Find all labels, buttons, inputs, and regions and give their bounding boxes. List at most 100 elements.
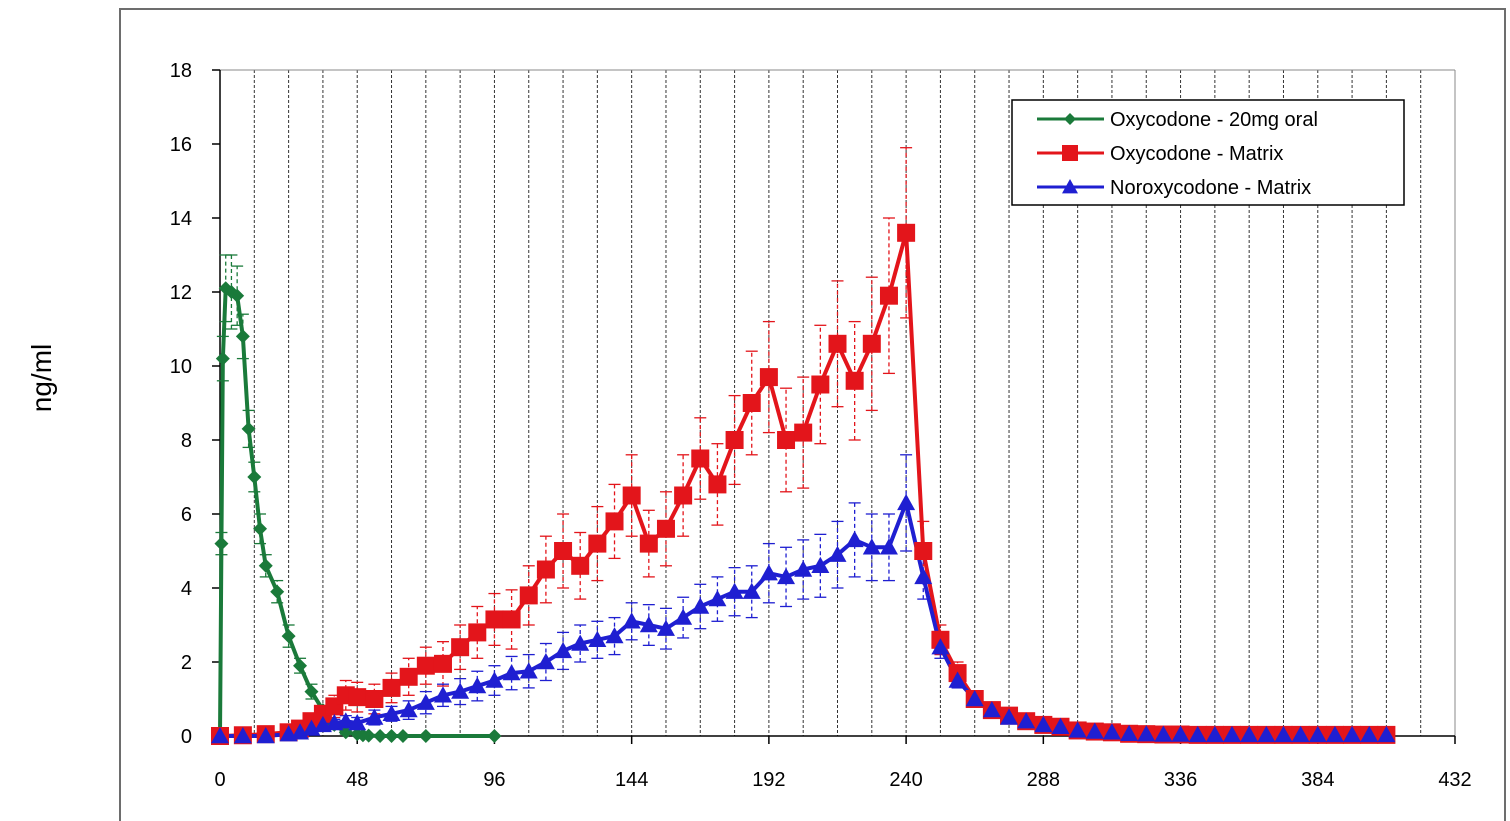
data-point-oxycodone-20mg-oral xyxy=(215,351,230,366)
data-point-noroxycodone-matrix xyxy=(777,567,796,585)
legend-marker-oxycodone-20mg-oral xyxy=(1064,113,1076,125)
data-point-noroxycodone-matrix xyxy=(622,612,641,629)
tick-labels: 0 2 4 6 8 10 12 14 16 18 0 48 96 144 192 240 288 336 384 43… xyxy=(170,60,1472,791)
data-point-noroxycodone-matrix xyxy=(416,693,435,710)
x-tick-label: 144 xyxy=(615,769,648,791)
y-tick-label: 4 xyxy=(181,578,192,600)
y-tick-label: 18 xyxy=(170,60,192,82)
data-point-oxycodone-20mg-oral xyxy=(293,658,308,673)
data-point-oxycodone-20mg-oral xyxy=(395,729,410,743)
data-point-noroxycodone-matrix xyxy=(1240,725,1259,743)
data-point-oxycodone-matrix xyxy=(828,334,847,353)
x-tick-label: 336 xyxy=(1164,769,1197,791)
data-point-oxycodone-matrix xyxy=(416,656,435,675)
data-point-oxycodone-matrix xyxy=(691,449,710,468)
data-point-oxycodone-matrix xyxy=(777,431,796,449)
data-point-noroxycodone-matrix xyxy=(1085,722,1104,739)
legend-marker-noroxycodone-matrix xyxy=(1062,179,1078,194)
data-point-oxycodone-matrix xyxy=(382,678,401,697)
x-tick-label: 192 xyxy=(752,769,785,791)
data-point-noroxycodone-matrix xyxy=(451,682,470,699)
y-tick-label: 8 xyxy=(181,430,192,452)
data-point-noroxycodone-matrix xyxy=(211,727,229,744)
data-point-noroxycodone-matrix xyxy=(1000,708,1019,725)
data-point-noroxycodone-matrix xyxy=(1343,725,1362,743)
data-point-noroxycodone-matrix xyxy=(845,530,864,548)
data-point-noroxycodone-matrix xyxy=(233,727,252,744)
data-point-noroxycodone-matrix xyxy=(1325,725,1344,743)
data-point-noroxycodone-matrix xyxy=(336,712,355,729)
data-point-oxycodone-matrix xyxy=(365,690,384,708)
data-point-oxycodone-20mg-oral xyxy=(270,584,285,599)
data-point-oxycodone-matrix xyxy=(571,556,590,575)
data-point-oxycodone-matrix xyxy=(536,560,555,579)
data-point-noroxycodone-matrix xyxy=(639,616,658,633)
data-point-oxycodone-matrix xyxy=(656,519,675,538)
legend-label-oxycodone-matrix: Oxycodone - Matrix xyxy=(1110,143,1283,165)
data-point-noroxycodone-matrix xyxy=(948,671,967,688)
legend-label-oxycodone-20mg-oral: Oxycodone - 20mg oral xyxy=(1110,109,1318,131)
data-point-oxycodone-20mg-oral xyxy=(384,729,399,743)
data-point-noroxycodone-matrix xyxy=(1308,725,1327,743)
data-point-noroxycodone-matrix xyxy=(1154,725,1173,742)
y-tick-label: 12 xyxy=(170,282,192,304)
legend-label-noroxycodone-matrix: Noroxycodone - Matrix xyxy=(1110,177,1311,199)
data-point-noroxycodone-matrix xyxy=(1188,725,1207,743)
data-point-noroxycodone-matrix xyxy=(1051,717,1070,734)
data-point-oxycodone-matrix xyxy=(862,334,881,353)
data-point-oxycodone-20mg-oral xyxy=(253,521,268,536)
legend-marker-oxycodone-matrix xyxy=(1062,145,1078,161)
data-point-oxycodone-20mg-oral xyxy=(361,728,376,743)
data-point-oxycodone-20mg-oral xyxy=(487,729,502,743)
y-tick-label: 10 xyxy=(170,356,192,378)
data-point-noroxycodone-matrix xyxy=(879,538,898,555)
legend: Oxycodone - 20mg oral Oxycodone - Matrix N… xyxy=(1011,99,1405,206)
data-point-noroxycodone-matrix xyxy=(1205,725,1224,743)
data-point-oxycodone-matrix xyxy=(554,542,573,560)
data-point-noroxycodone-matrix xyxy=(1102,723,1121,740)
data-point-noroxycodone-matrix xyxy=(1377,725,1396,743)
y-tick-label: 14 xyxy=(170,208,192,230)
data-point-noroxycodone-matrix xyxy=(1291,725,1310,743)
data-point-noroxycodone-matrix xyxy=(931,638,950,655)
data-point-oxycodone-matrix xyxy=(897,223,916,242)
data-point-oxycodone-20mg-oral xyxy=(235,329,250,344)
data-point-noroxycodone-matrix xyxy=(571,634,590,651)
data-point-noroxycodone-matrix xyxy=(1068,721,1087,738)
data-point-noroxycodone-matrix xyxy=(365,708,384,725)
data-point-noroxycodone-matrix xyxy=(519,662,538,679)
data-point-oxycodone-matrix xyxy=(639,534,658,553)
data-point-oxycodone-matrix xyxy=(879,286,898,305)
data-point-noroxycodone-matrix xyxy=(1171,725,1190,742)
chart-frame xyxy=(119,8,1506,821)
data-point-noroxycodone-matrix xyxy=(656,619,675,636)
data-point-oxycodone-matrix xyxy=(399,667,418,686)
data-point-noroxycodone-matrix xyxy=(1360,725,1379,743)
data-point-oxycodone-matrix xyxy=(485,610,504,629)
data-point-oxycodone-matrix xyxy=(622,486,641,505)
data-point-noroxycodone-matrix xyxy=(674,608,693,625)
data-point-oxycodone-matrix xyxy=(519,586,538,605)
data-point-oxycodone-matrix xyxy=(674,486,693,505)
data-point-oxycodone-matrix xyxy=(759,368,778,387)
data-point-noroxycodone-matrix xyxy=(588,630,607,647)
x-tick-label: 240 xyxy=(889,769,922,791)
data-point-oxycodone-matrix xyxy=(708,475,727,494)
data-point-noroxycodone-matrix xyxy=(605,627,624,644)
data-point-noroxycodone-matrix xyxy=(256,727,275,744)
data-point-oxycodone-matrix xyxy=(914,542,933,560)
y-tick-label: 0 xyxy=(181,726,192,748)
data-point-oxycodone-20mg-oral xyxy=(373,729,388,743)
data-point-oxycodone-matrix xyxy=(811,375,830,394)
data-point-noroxycodone-matrix xyxy=(1137,725,1156,742)
data-point-noroxycodone-matrix xyxy=(897,493,916,511)
data-point-oxycodone-matrix xyxy=(742,394,761,412)
data-point-noroxycodone-matrix xyxy=(554,641,573,659)
data-point-noroxycodone-matrix xyxy=(759,564,778,581)
data-point-oxycodone-matrix xyxy=(605,512,624,531)
x-tick-label: 96 xyxy=(483,769,505,791)
data-point-oxycodone-matrix xyxy=(468,623,487,642)
data-point-noroxycodone-matrix xyxy=(399,701,418,718)
y-tick-label: 6 xyxy=(181,504,192,526)
series-markers xyxy=(211,223,1396,745)
